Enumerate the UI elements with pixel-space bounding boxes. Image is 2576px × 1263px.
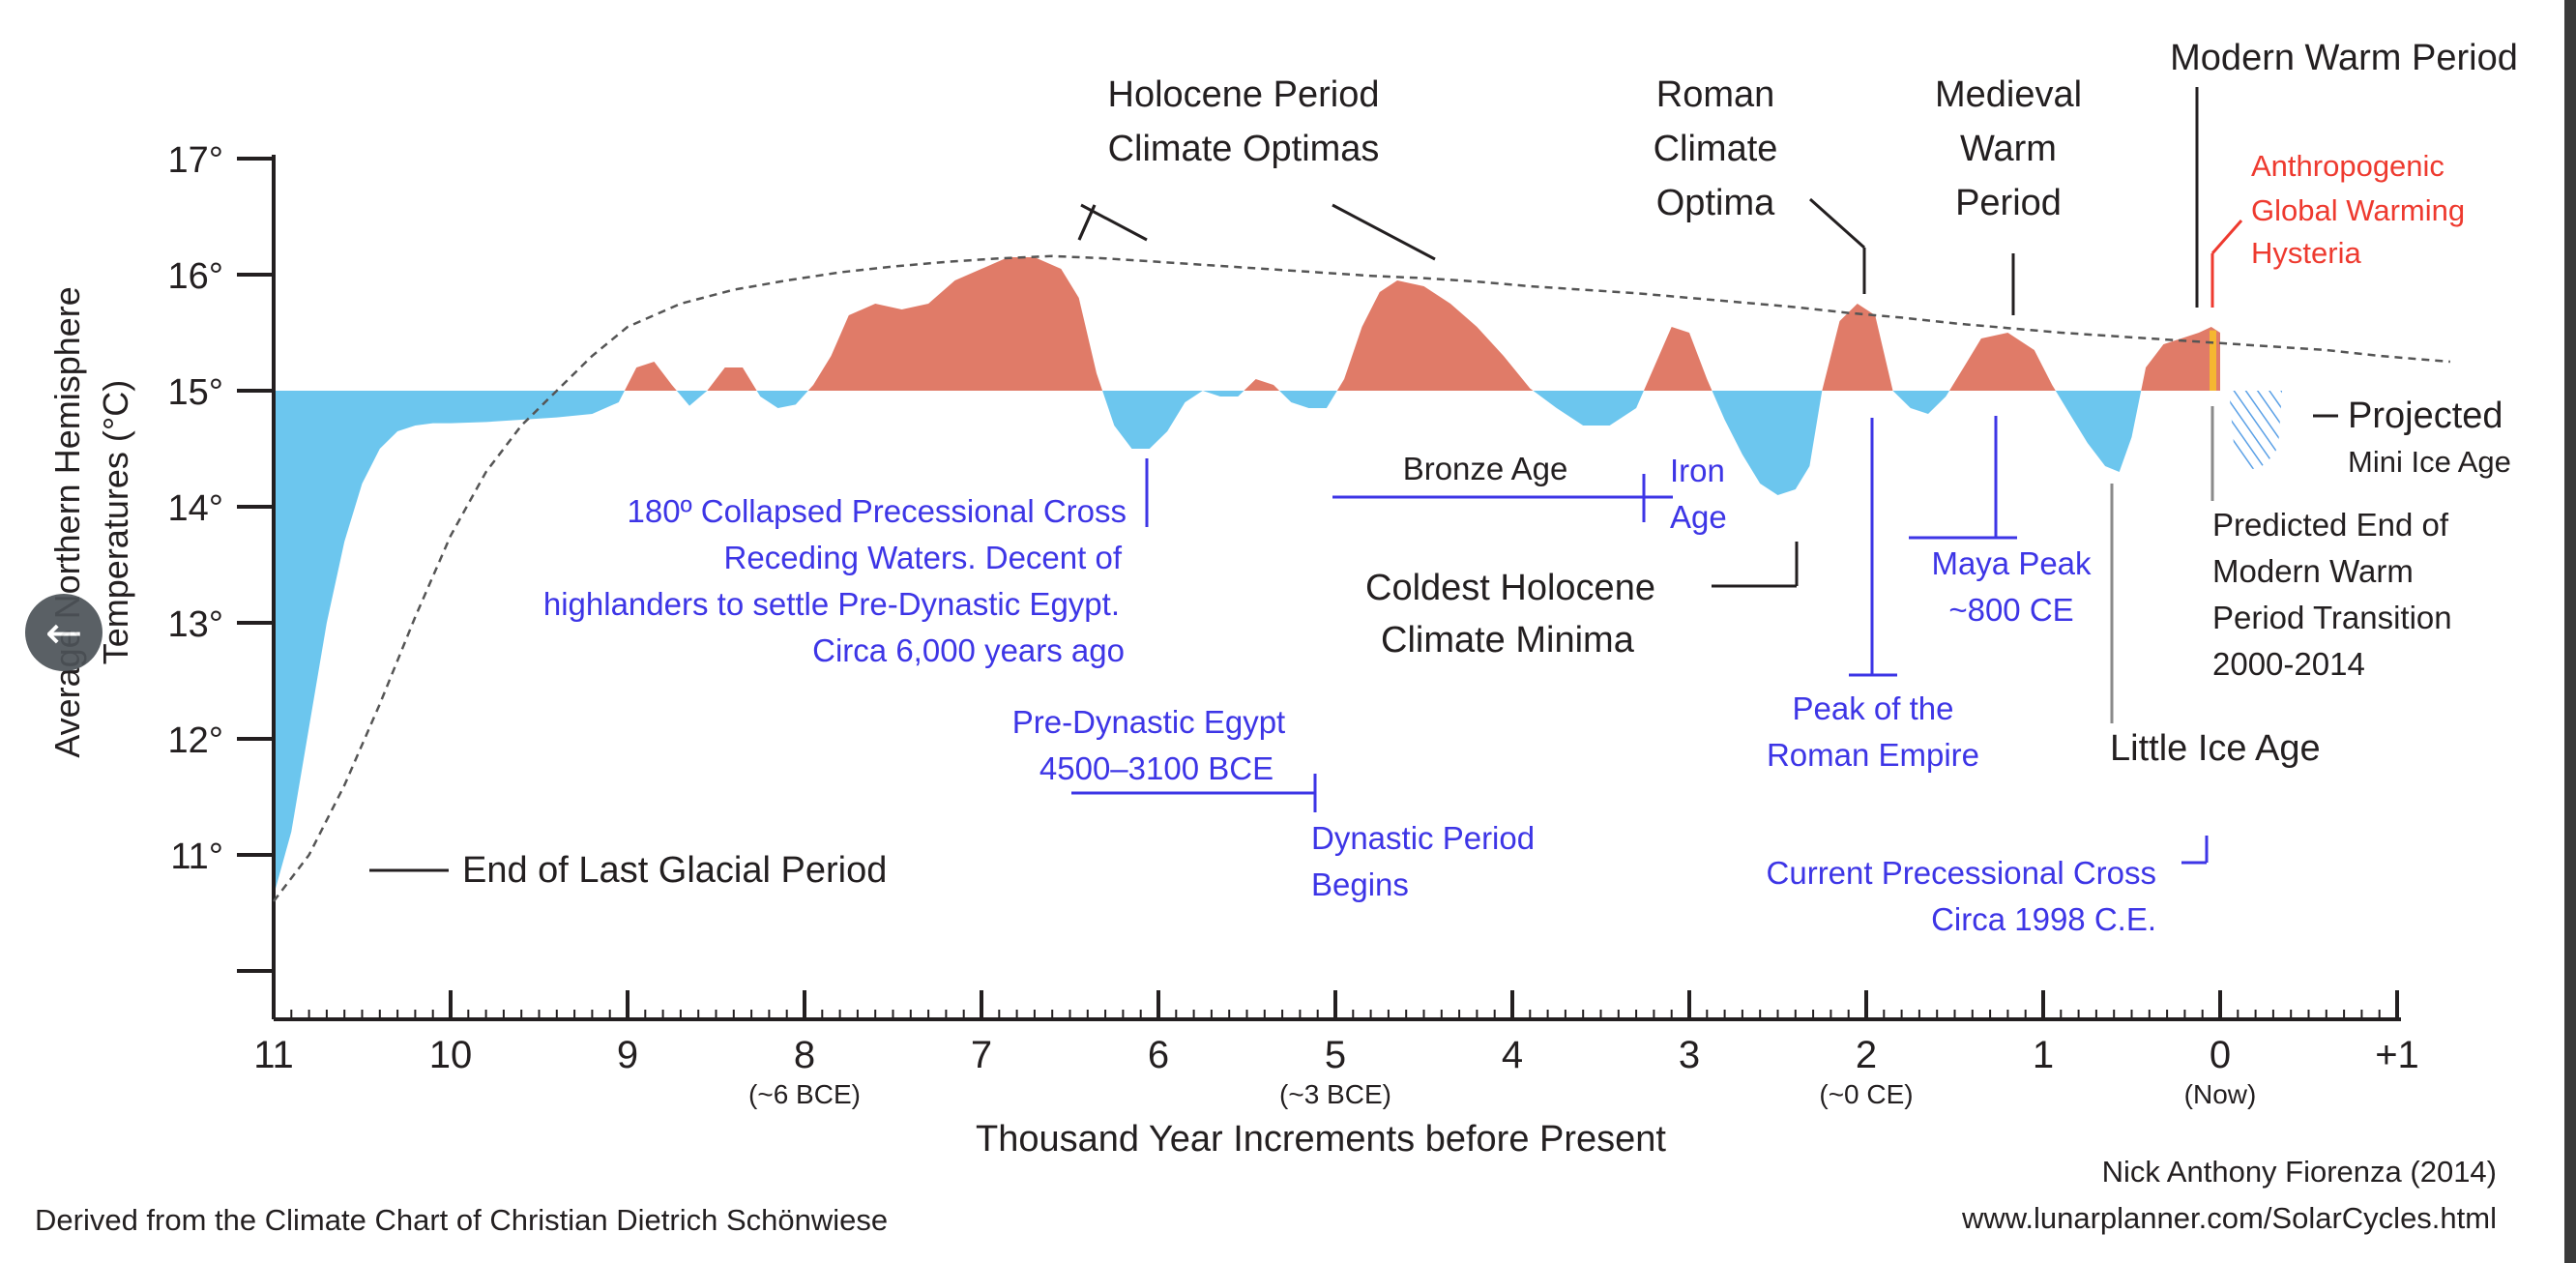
- predicted-label-4: 2000-2014: [2212, 646, 2365, 682]
- x-tick-label: 10: [429, 1034, 473, 1076]
- x-tick-label: 4: [1502, 1034, 1523, 1076]
- coldest-label-1: Coldest Holocene: [1365, 568, 1655, 608]
- precessional-label-4: Circa 6,000 years ago: [812, 632, 1125, 668]
- roman-optima-pointer: [1809, 197, 1865, 250]
- y-tick-label: 14°: [168, 488, 223, 529]
- y-tick-label: 15°: [168, 372, 223, 413]
- back-button[interactable]: ←: [25, 594, 102, 671]
- projected-mini-ice-age-area: [2229, 391, 2283, 469]
- medieval-label-2: Warm: [1960, 129, 2057, 169]
- x-tick-label: 8: [794, 1034, 815, 1076]
- temperature-areas: [274, 257, 2283, 896]
- x-subtick-label: (~3 BCE): [1279, 1079, 1391, 1109]
- holocene-label-1: Holocene Period: [1108, 74, 1380, 115]
- x-axis-label: Thousand Year Increments before Present: [976, 1119, 1666, 1160]
- x-tick-label: 7: [971, 1034, 992, 1076]
- roman-optima-label-1: Roman: [1656, 74, 1775, 115]
- maya-label-2: ~800 CE: [1948, 592, 2073, 628]
- anthro-pointer: [2210, 220, 2243, 254]
- x-tick-label: 5: [1325, 1034, 1346, 1076]
- author-credit: Nick Anthony Fiorenza (2014): [2102, 1155, 2497, 1189]
- x-tick-label: 11: [253, 1034, 294, 1076]
- coldest-label-2: Climate Minima: [1381, 620, 1635, 661]
- holocene-pointer: [1332, 203, 1436, 261]
- roman-optima-label-2: Climate: [1654, 129, 1778, 169]
- dynastic-label-1: Dynastic Period: [1311, 820, 1535, 856]
- medieval-label-3: Period: [1955, 183, 2062, 223]
- current-warming-marker: [2210, 330, 2217, 391]
- precessional-label-2: Receding Waters. Decent of: [724, 540, 1123, 575]
- predicted-label-3: Period Transition: [2212, 600, 2452, 635]
- x-tick-label: 0: [2210, 1034, 2231, 1076]
- holocene-pointer: [1077, 204, 1097, 241]
- trend-line: [273, 254, 2451, 902]
- current-cross-label-2: Circa 1998 C.E.: [1931, 901, 2156, 937]
- iron-age-label-1: Iron: [1670, 453, 1725, 488]
- predicted-label-2: Modern Warm: [2212, 553, 2414, 589]
- predicted-label-1: Predicted End of: [2212, 507, 2449, 543]
- y-tick-label: 13°: [168, 604, 223, 645]
- roman-empire-label-1: Peak of the: [1793, 690, 1954, 726]
- arrow-left-icon: ←: [44, 606, 83, 659]
- x-subtick-label: (Now): [2184, 1079, 2257, 1109]
- x-tick-label: +1: [2375, 1034, 2419, 1076]
- derived-credit: Derived from the Climate Chart of Christ…: [35, 1203, 888, 1237]
- y-tick-label: 17°: [168, 140, 223, 181]
- x-tick-label: 3: [1679, 1034, 1700, 1076]
- modern-warm-label: Modern Warm Period: [2170, 38, 2518, 78]
- maya-label-1: Maya Peak: [1931, 545, 2092, 581]
- bronze-age-label: Bronze Age: [1403, 451, 1568, 486]
- x-tick-label: 1: [2033, 1034, 2054, 1076]
- end-glacial-label: End of Last Glacial Period: [462, 850, 887, 891]
- cold-area: [274, 391, 2220, 896]
- projected-label: Projected: [2348, 396, 2503, 436]
- anthro-label-1: Anthropogenic: [2251, 149, 2444, 183]
- x-tick-label: 6: [1148, 1034, 1169, 1076]
- x-tick-label: 2: [1856, 1034, 1877, 1076]
- little-ice-age-label: Little Ice Age: [2110, 728, 2321, 769]
- x-tick-label: 9: [617, 1034, 638, 1076]
- source-url: www.lunarplanner.com/SolarCycles.html: [1961, 1201, 2497, 1235]
- warm-area: [274, 257, 2220, 391]
- precessional-label-1: 180º Collapsed Precessional Cross: [628, 493, 1127, 529]
- roman-empire-label-2: Roman Empire: [1767, 737, 1979, 773]
- iron-age-label-2: Age: [1670, 499, 1727, 535]
- roman-optima-label-3: Optima: [1656, 183, 1775, 223]
- y-tick-label: 11°: [170, 837, 223, 877]
- y-tick-label: 16°: [168, 256, 223, 297]
- x-subtick-label: (~0 CE): [1819, 1079, 1913, 1109]
- holocene-label-2: Climate Optimas: [1108, 129, 1380, 169]
- y-axis-label-line2: Temperatures (°C): [96, 380, 135, 664]
- mini-ice-age-label: Mini Ice Age: [2348, 445, 2511, 479]
- current-cross-label-1: Current Precessional Cross: [1767, 855, 2156, 891]
- x-subtick-label: (~6 BCE): [748, 1079, 861, 1109]
- anthro-label-3: Hysteria: [2251, 236, 2361, 270]
- axes: 17°16°15°14°13°12°11°11 10 9 8 7 6 5 4 3 2 1 0 +1(~6…: [168, 140, 2419, 1109]
- predynastic-label-1: Pre-Dynastic Egypt: [1012, 704, 1285, 740]
- medieval-label-1: Medieval: [1935, 74, 2082, 115]
- y-tick-label: 12°: [168, 720, 223, 761]
- annotation-lines: [369, 87, 2338, 872]
- precessional-label-3: highlanders to settle Pre-Dynastic Egypt…: [543, 586, 1120, 622]
- anthro-label-2: Global Warming: [2251, 193, 2465, 227]
- y-axis-label-line1: Average Northern Hemisphere: [47, 286, 87, 758]
- predynastic-label-2: 4500–3100 BCE: [1039, 750, 1273, 786]
- dynastic-label-2: Begins: [1311, 866, 1409, 902]
